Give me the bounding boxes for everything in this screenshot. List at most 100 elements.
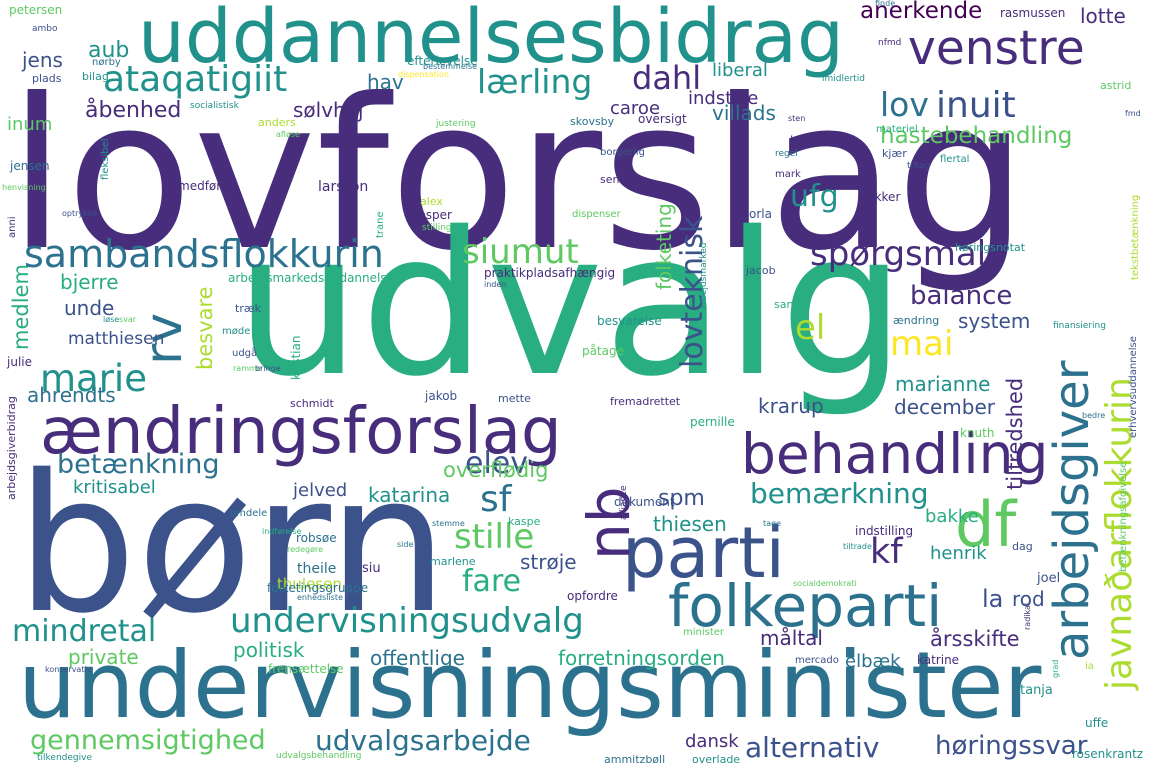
cloud-word-alternativ: alternativ — [745, 731, 880, 764]
cloud-word-ammitzboll: ammitzbøll — [604, 753, 666, 766]
cloud-word-udvalg: udvalg — [235, 189, 906, 420]
cloud-word-folkeparti: folkeparti — [668, 572, 943, 640]
cloud-word-ia: ia — [1085, 661, 1094, 672]
cloud-word-konservativ: konservativ — [45, 665, 92, 674]
cloud-word-matthiesen: matthiesen — [68, 329, 165, 349]
cloud-word-balance: balance — [910, 281, 1013, 311]
cloud-word-sand: sand — [774, 298, 801, 311]
cloud-word-inuit: inuit — [936, 85, 1016, 126]
cloud-word-mode: møde — [222, 326, 251, 337]
cloud-word-system: system — [958, 309, 1031, 333]
cloud-word-overlade: overlade — [692, 753, 741, 766]
cloud-word-sten: sten — [788, 114, 806, 123]
cloud-word-arbejdsmarkedsuddannelse: arbejdsmarkedsuddannelse — [228, 271, 394, 285]
cloud-word-besvarelse: besvarelse — [597, 314, 662, 328]
cloud-word-mette: mette — [498, 392, 531, 405]
cloud-word-henvisning: henvisning — [2, 183, 46, 192]
cloud-word-regel: regel — [775, 149, 798, 159]
cloud-word-horingsnotat: høringsnotat — [955, 241, 1026, 254]
cloud-word-bringe: bringe — [255, 364, 281, 373]
cloud-word-siumut: siumut — [462, 232, 579, 272]
cloud-word-liberal: liberal — [712, 60, 768, 81]
cloud-word-overflodig: overflødig — [443, 458, 549, 482]
cloud-word-anerkende: anerkende — [860, 0, 983, 24]
cloud-word-hav: hav — [367, 70, 404, 94]
cloud-word-anni: anni — [7, 216, 18, 238]
cloud-word-private: private — [68, 645, 139, 669]
cloud-word-flertal: flertal — [940, 154, 970, 165]
cloud-word-undervisningsminister: undervisningsminister — [18, 632, 1042, 739]
cloud-word-forretningsorden: forretningsorden — [558, 646, 725, 670]
cloud-word-besvare: besvare — [193, 286, 217, 370]
cloud-word-minister: minister — [683, 627, 725, 638]
cloud-word-arsskifte: årsskifte — [930, 627, 1020, 651]
cloud-word-tekstbetaenkning: tekstbetænkning — [1130, 194, 1141, 280]
cloud-word-born: børn — [16, 434, 449, 655]
cloud-word-sikker: sikker — [865, 190, 901, 204]
cloud-word-redegore: redegøre — [287, 545, 324, 554]
cloud-word-krarup: krarup — [758, 394, 824, 418]
cloud-word-petersen: petersen — [9, 3, 63, 17]
cloud-word-stille: stille — [454, 517, 535, 557]
cloud-word-lose: løse — [103, 315, 120, 324]
cloud-word-dokument: dokument — [614, 495, 675, 509]
cloud-word-tage: tage — [763, 519, 782, 528]
cloud-word-grad: grad — [1051, 659, 1060, 678]
cloud-word-katarina: katarina — [368, 483, 451, 507]
cloud-word-opfordre: opfordre — [567, 589, 618, 603]
cloud-word-julie: julie — [7, 355, 32, 369]
cloud-word-villads: villads — [712, 101, 776, 125]
cloud-word-traek: træk — [235, 302, 262, 315]
cloud-word-aendring: ændring — [893, 314, 940, 327]
cloud-word-jensen: jensen — [10, 159, 50, 173]
cloud-word-bilag: bilag — [82, 70, 109, 83]
cloud-word-ufg: ufg — [790, 179, 839, 214]
cloud-word-indforelse: indførelse — [262, 527, 302, 536]
cloud-word-katrine: katrine — [917, 653, 960, 667]
cloud-word-dansk: dansk — [685, 731, 739, 752]
cloud-word-tanja: tanja — [1020, 683, 1053, 698]
cloud-word-solvhoj: sølvhøj — [293, 98, 364, 122]
cloud-word-ahrendts: ahrendts — [27, 383, 116, 407]
cloud-word-dispensation: dispensation — [398, 70, 449, 79]
cloud-word-side: side — [397, 540, 414, 549]
cloud-word-stilling: stilling — [422, 223, 452, 233]
cloud-word-plads: plads — [32, 72, 62, 85]
cloud-word-venstre: venstre — [908, 21, 1085, 76]
cloud-word-caroe: caroe — [610, 98, 661, 119]
cloud-word-robsoe: robsøe — [296, 531, 337, 545]
cloud-word-bjerre: bjerre — [60, 270, 119, 294]
cloud-word-betaenkning: betænkning — [57, 449, 220, 480]
cloud-word-omdele: omdele — [230, 508, 268, 519]
cloud-word-uffe: uffe — [1085, 716, 1109, 730]
cloud-word-socialistisk: socialistisk — [190, 101, 239, 111]
cloud-word-norby: nørby — [92, 57, 121, 68]
cloud-word-socialdemokrati: socialdemokrati — [793, 579, 857, 588]
cloud-word-enhedsliste: enhedsliste — [297, 593, 343, 602]
cloud-word-sambandsflokkurin: sambandsflokkurin — [24, 232, 384, 276]
cloud-word-alliance: alliance — [619, 485, 629, 520]
cloud-word-marie: marie — [40, 357, 147, 400]
cloud-word-hastebehandling: hastebehandling — [880, 123, 1073, 149]
cloud-word-tiltrade: tiltrade — [843, 542, 872, 551]
cloud-word-lovforslag: lovforslag — [8, 55, 1028, 297]
cloud-word-schmidt: schmidt — [290, 397, 334, 410]
cloud-word-bakke: bakke — [925, 506, 979, 527]
cloud-word-jesper: jesper — [415, 208, 452, 222]
cloud-word-udvalgsarbejde: udvalgsarbejde — [315, 724, 531, 757]
cloud-word-ramme: ramme — [233, 364, 262, 373]
cloud-word-spm: spm — [658, 486, 705, 511]
cloud-word-svar: svar — [119, 315, 137, 324]
cloud-word-alex: alex — [420, 195, 443, 208]
cloud-word-udga: udgå — [232, 348, 258, 359]
cloud-word-jelved: jelved — [293, 480, 348, 501]
cloud-word-betaenkningsafgivelse: betænkningsafgivelse — [1118, 461, 1129, 572]
cloud-word-kaspe: kaspe — [508, 515, 541, 528]
cloud-word-praktikpladsafhaengig: praktikpladsafhængig — [484, 266, 616, 280]
cloud-word-inum: inum — [7, 114, 53, 135]
cloud-word-stroje: strøje — [520, 550, 577, 574]
cloud-word-rasmussen: rasmussen — [1000, 6, 1066, 20]
cloud-word-lov: lov — [880, 85, 929, 124]
cloud-word-dahl: dahl — [632, 59, 702, 97]
